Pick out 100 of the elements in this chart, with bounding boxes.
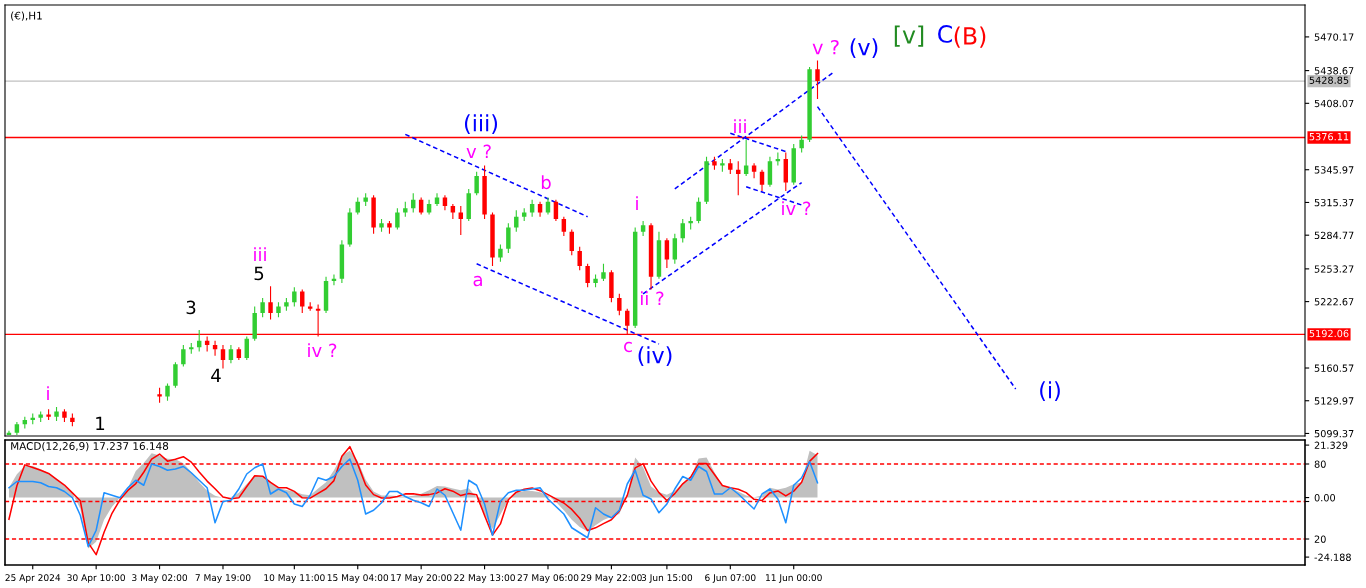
candlestick [696,197,701,224]
candlestick [434,193,440,207]
candlestick [704,156,709,204]
candlestick [466,188,471,222]
y-tick-label: 5438.67 [1314,67,1354,75]
candlestick [521,208,527,222]
y-tick-label: 5284.77 [1314,231,1354,240]
annotation: iv ? [782,201,811,215]
candlestick [379,218,384,232]
y-tick-label: -24.188 [1314,553,1351,561]
x-tick-label: 25 Apr 2024 [5,574,61,583]
annotation: v ? [466,144,491,158]
candlestick [490,212,495,266]
candlestick [482,165,487,219]
x-tick-label: 3 Jun 15:00 [641,574,693,583]
annotation: (iii) [464,114,498,135]
x-tick-label: 22 May 13:00 [454,574,515,583]
candlestick [363,193,368,207]
annotation: b [541,175,551,190]
annotation: iii [254,247,266,261]
candlestick [268,286,273,320]
candlestick [799,135,804,153]
candlestick [656,231,662,279]
y-tick-label: 5315.37 [1314,198,1354,207]
annotation: 4 [211,368,221,382]
candlestick [46,409,51,420]
candlestick [640,221,646,237]
y-tick-label: 5222.67 [1314,298,1354,306]
x-tick-label: 15 May 04:00 [327,574,389,583]
annotation: c [624,341,632,353]
x-tick-label: 30 Apr 10:00 [67,574,125,583]
candlestick [62,409,67,423]
x-tick-label: 11 Jun 00:00 [766,574,822,583]
candlestick [458,206,464,235]
candlestick [228,345,234,364]
annotation: [v] [894,25,924,47]
candlestick [300,289,305,314]
text: (€),H1 [11,11,42,21]
candlestick [561,216,567,237]
annotation: iv ? [308,343,337,357]
candlestick [506,223,511,254]
candlestick [14,422,20,435]
candlestick [292,287,297,307]
candlestick [474,171,479,196]
ref-line-label: 5428.85 [1309,76,1349,84]
candlestick [371,195,376,234]
y-tick-label: 0.00 [1314,494,1336,502]
ref-line-label: 5192.06 [1309,329,1349,338]
annotation: v ? [812,39,839,55]
candlestick [601,263,606,281]
annotation: (i) [1040,381,1060,402]
candlestick [585,263,590,288]
candlestick [783,152,789,192]
ref-line-label: 5376.11 [1309,132,1349,141]
annotation: (v) [850,38,878,59]
candlestick [347,208,353,247]
y-tick-label: 5408.07 [1314,99,1354,108]
y-tick-label: 5129.97 [1314,397,1354,405]
candlestick [38,411,43,423]
candlestick [323,276,329,314]
candlestick [609,270,614,303]
candlestick [577,246,582,271]
x-tick-label: 3 May 02:00 [132,574,188,583]
x-tick-label: 27 May 06:00 [517,574,579,583]
candlestick [767,156,773,187]
annotation: 3 [186,300,196,315]
y-tick-label: 5345.97 [1314,166,1354,174]
x-tick-label: 10 May 11:00 [264,574,325,583]
candlestick [791,144,796,185]
candlestick [236,347,242,361]
annotation: 5 [254,266,264,281]
candlestick [593,274,598,288]
annotation: iii [734,119,746,133]
candlestick [284,298,289,311]
candlestick [545,197,551,215]
x-tick-label: 7 May 19:00 [195,574,251,583]
candlestick [743,139,749,177]
candlestick [157,387,162,403]
y2-tick-label: 80 [1314,460,1326,468]
y-tick-label: 5470.17 [1314,33,1354,41]
x-tick-label: 6 Jun 07:00 [705,574,756,583]
candlestick [672,233,678,264]
candlestick [632,227,638,328]
candlestick [688,216,693,230]
candlestick [815,60,820,100]
candlestick [331,274,337,286]
candlestick [54,407,59,422]
y2-tick-label: 20 [1314,535,1326,543]
candlestick [220,345,226,369]
y-tick-label: 5160.57 [1314,364,1354,372]
candlestick [395,208,400,230]
candlestick [276,302,281,318]
candlestick [165,383,170,401]
candlestick [173,362,178,388]
y-tick-label: 5253.27 [1314,265,1354,273]
candlestick [712,156,717,170]
candlestick [339,240,345,284]
candlestick [807,67,812,142]
candlestick [260,298,265,318]
candlestick [617,293,622,316]
